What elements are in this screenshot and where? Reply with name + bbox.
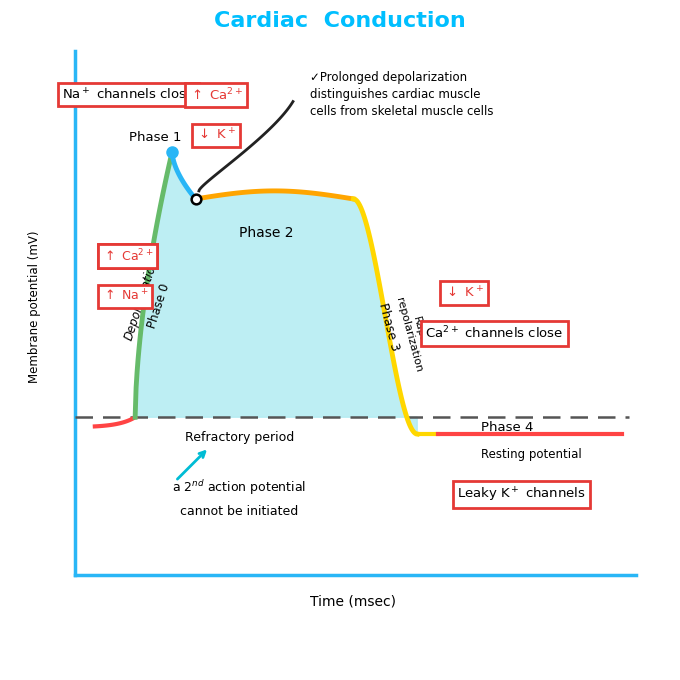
Text: Phase 3: Phase 3 [376, 301, 401, 352]
Text: Rapid
repolarization: Rapid repolarization [394, 293, 435, 373]
Text: cannot be initiated: cannot be initiated [180, 505, 299, 517]
Text: $\uparrow$ Ca$^{2+}$: $\uparrow$ Ca$^{2+}$ [188, 86, 243, 103]
Text: Phase 1: Phase 1 [129, 131, 182, 144]
Text: Membrane potential (mV): Membrane potential (mV) [28, 230, 41, 383]
Text: Resting potential: Resting potential [481, 447, 582, 460]
Text: Phase 4: Phase 4 [481, 421, 533, 434]
Text: $\uparrow$ Ca$^{2+}$: $\uparrow$ Ca$^{2+}$ [101, 248, 153, 265]
Text: Refractory period: Refractory period [185, 431, 294, 444]
Text: Ca$^{2+}$ channels close: Ca$^{2+}$ channels close [425, 325, 564, 341]
Text: Leaky K$^+$ channels: Leaky K$^+$ channels [457, 486, 585, 504]
Text: ✓Prolonged depolarization
distinguishes cardiac muscle
cells from skeletal muscl: ✓Prolonged depolarization distinguishes … [310, 71, 493, 118]
Text: Phase 2: Phase 2 [239, 226, 293, 239]
Text: $\downarrow$ K$^+$: $\downarrow$ K$^+$ [444, 286, 484, 301]
Text: Time (msec): Time (msec) [311, 595, 396, 609]
Text: Cardiac  Conduction: Cardiac Conduction [214, 11, 466, 31]
Text: Na$^+$ channels close: Na$^+$ channels close [62, 87, 195, 103]
Text: $\downarrow$ K$^+$: $\downarrow$ K$^+$ [196, 127, 236, 143]
Text: $\uparrow$ Ca$^{2+}$: $\uparrow$ Ca$^{2+}$ [101, 248, 153, 265]
Text: $\uparrow$ Na$^+$: $\uparrow$ Na$^+$ [101, 289, 148, 304]
Polygon shape [135, 152, 418, 434]
Text: Phase 0: Phase 0 [146, 282, 172, 330]
Text: a 2$^{nd}$ action potential: a 2$^{nd}$ action potential [172, 478, 306, 497]
Text: Depolarization: Depolarization [122, 257, 161, 343]
